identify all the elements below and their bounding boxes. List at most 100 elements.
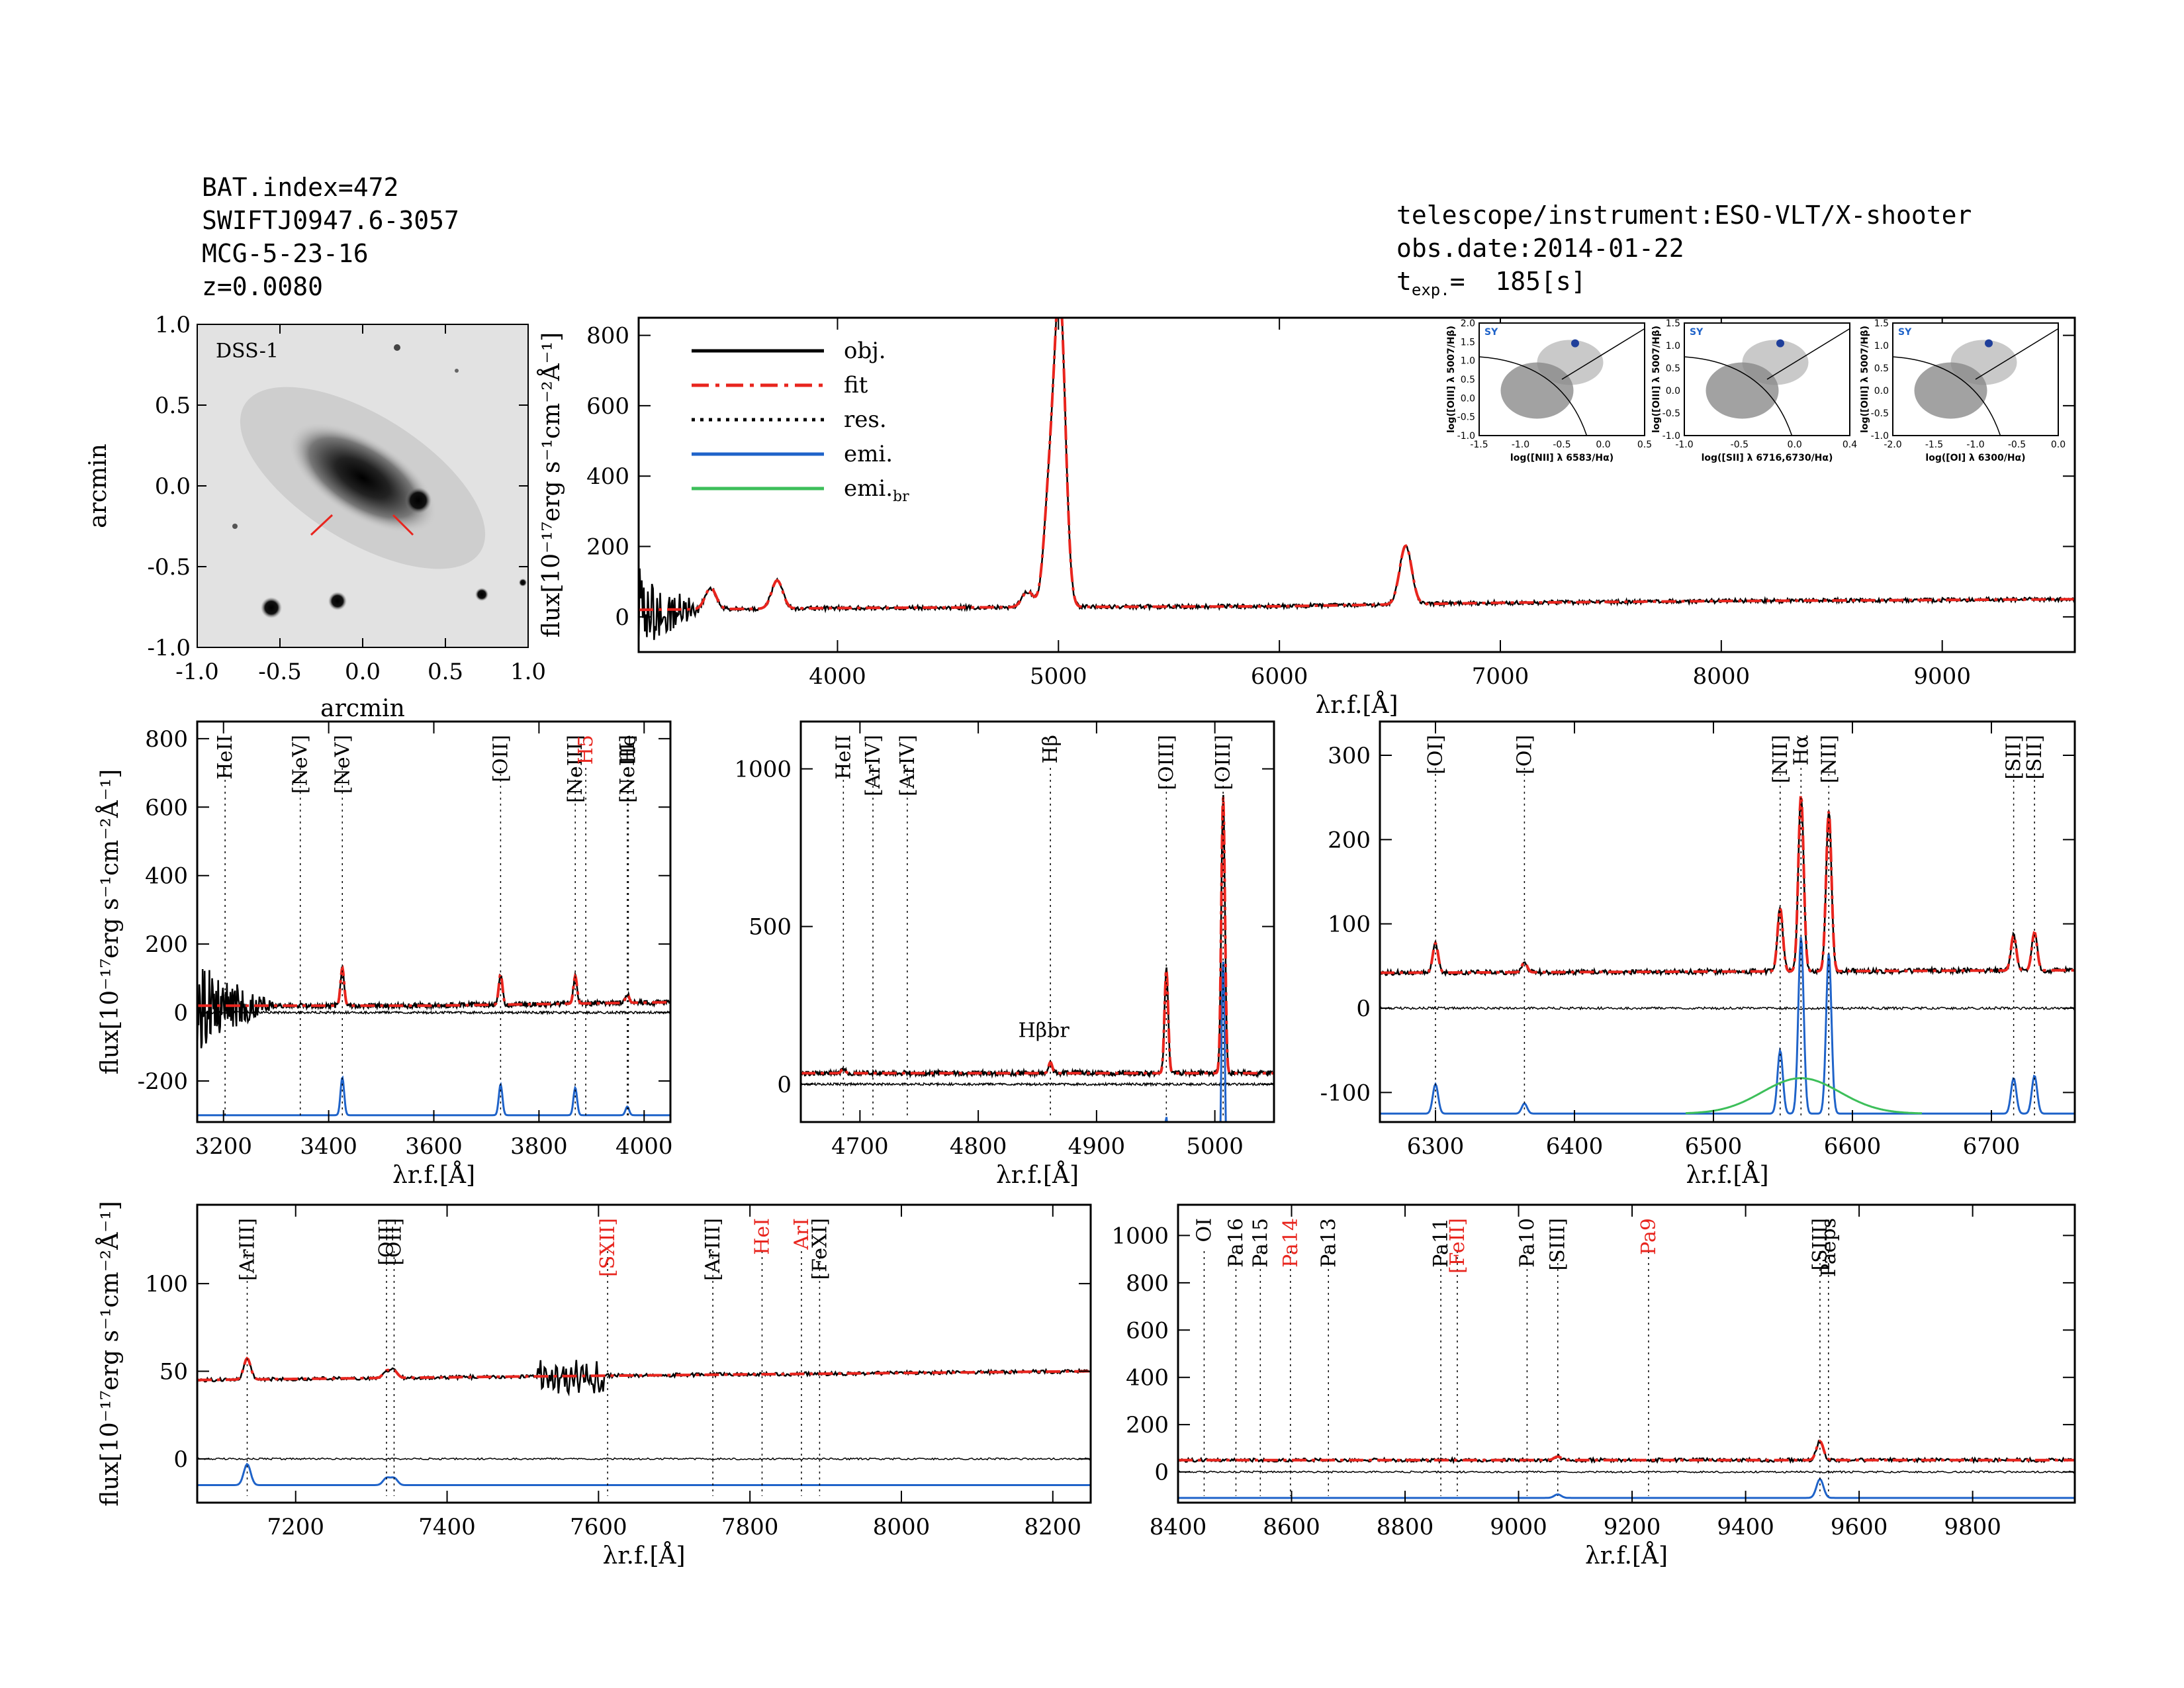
line-label: [SXII] [596, 1218, 619, 1277]
line-label: OI [1193, 1218, 1216, 1242]
xaxis-label: λr.f.[Å] [602, 1542, 685, 1570]
line-label: [NeIII] [564, 735, 587, 803]
bpt-xtick: -1.5 [1470, 440, 1488, 450]
ytick-label: -100 [1320, 1080, 1371, 1106]
ytick-label: 600 [586, 393, 629, 420]
bpt-ytick: 1.0 [1461, 356, 1475, 367]
xtick-label: 7800 [721, 1514, 779, 1540]
xtick-label: 7400 [418, 1514, 476, 1540]
line-label: [NeIII] [616, 735, 639, 803]
bpt-class-tag: SY [1690, 327, 1704, 338]
observation-info: telescope/instrument:ESO-VLT/X-shooter ob… [1396, 199, 1972, 306]
bpt-ylabel: log([OIII] λ 5007/Hβ) [1446, 326, 1457, 433]
legend-emi-br: emi.br [844, 475, 909, 505]
xtick-label: 9200 [1604, 1514, 1661, 1540]
emission-series [197, 1462, 1091, 1486]
ytick-label: 0 [173, 1000, 188, 1027]
image-xlabel: arcmin [320, 695, 405, 722]
legend-emi: emi. [844, 441, 893, 467]
line-label: Pa9 [1637, 1218, 1661, 1255]
residual-series [1380, 1006, 2075, 1011]
xtick-label: 6300 [1407, 1133, 1465, 1160]
image-ytick-label: -1.0 [147, 635, 191, 661]
xtick-label: 7600 [570, 1514, 627, 1540]
xtick-label: 9800 [1944, 1514, 2001, 1540]
plot-frame [637, 316, 2076, 653]
line-label: [SII] [2003, 735, 2026, 780]
xtick-label: 9400 [1717, 1514, 1774, 1540]
bpt-ytick: 0.5 [1461, 375, 1475, 385]
zoom-panel-uv: 3200 3400 3600 3800 4000 -200 0 200 400 600 800 HeI… [96, 720, 673, 1189]
image-xtick-label: 0.5 [428, 659, 463, 685]
dss-label: DSS-1 [216, 340, 279, 363]
swift-name: SWIFTJ0947.6-3057 [202, 206, 459, 235]
telescope-instrument: telescope/instrument:ESO-VLT/X-shooter [1396, 201, 1972, 230]
bpt-diagram: SY -2.0 -1.5 -1.0 -0.5 0.0 -1.0 -0.5 0.0 0.5 1.0 1.… [1860, 318, 2066, 463]
obs-date: obs.date:2014-01-22 [1396, 234, 1684, 263]
xaxis-label: λr.f.[Å] [1315, 691, 1398, 719]
line-label: H5 [574, 735, 598, 765]
xtick-label: 5000 [1186, 1133, 1244, 1160]
crosshair-marker [310, 514, 334, 536]
residual-series [197, 1457, 1091, 1461]
ytick-label: 800 [586, 323, 629, 350]
observed-series [197, 1356, 1091, 1397]
ytick-label: 0 [1154, 1460, 1169, 1486]
exposure-time: texp.= 185[s] [1396, 267, 1586, 299]
residual-series [1178, 1470, 2075, 1474]
bpt-source-point [1776, 339, 1784, 348]
xaxis-label: λr.f.[Å] [1585, 1542, 1668, 1570]
ytick-label: 600 [145, 794, 188, 821]
ytick-label: 800 [145, 726, 188, 753]
galaxy-image [287, 421, 439, 535]
xaxis-label: λr.f.[Å] [1686, 1161, 1768, 1189]
ytick-label: 0 [615, 604, 629, 631]
bpt-source-point [1985, 339, 1993, 348]
bpt-ytick: 2.0 [1461, 318, 1475, 329]
image-xtick-label: 0.0 [345, 659, 381, 685]
emission-series [1380, 937, 2075, 1115]
xtick-label: 4000 [615, 1133, 673, 1160]
bpt-xtick: -2.0 [1884, 440, 1901, 450]
plot-frame [196, 1203, 1092, 1504]
line-label: Pa15 [1249, 1218, 1272, 1268]
legend: obj. fit res. emi. emi.br [692, 338, 909, 505]
xtick-label: 4000 [809, 663, 866, 690]
image-ytick-label: 0.0 [155, 473, 191, 500]
ytick-label: 1000 [1111, 1223, 1169, 1249]
ytick-label: 200 [145, 931, 188, 958]
bpt-xtick: 0.0 [2051, 440, 2066, 450]
xtick-label: 8200 [1024, 1514, 1082, 1540]
ytick-label: -200 [138, 1068, 188, 1095]
line-label: [NII] [1817, 735, 1841, 783]
ytick-label: 200 [1328, 827, 1371, 853]
xtick-label: 4900 [1068, 1133, 1126, 1160]
xtick-label: 3800 [510, 1133, 568, 1160]
bpt-ytick: -1.0 [1871, 431, 1889, 442]
xtick-label: 7200 [267, 1514, 324, 1540]
fit-series [1380, 794, 2075, 974]
plot-frame [799, 720, 1275, 1123]
fit-series [639, 318, 2075, 612]
line-label: Pa10 [1516, 1218, 1539, 1268]
line-label: [FeII] [1446, 1218, 1469, 1274]
xtick-label: 3200 [195, 1133, 252, 1160]
bpt-ytick: -0.5 [1662, 408, 1680, 419]
line-label: [NeV] [331, 735, 354, 794]
bpt-xtick: 0.4 [1843, 440, 1857, 450]
ytick-label: 100 [145, 1271, 188, 1297]
bpt-ytick: 1.0 [1666, 341, 1680, 352]
bpt-ylabel: log([OIII] λ 5007/Hβ) [1651, 326, 1662, 433]
fit-series [1178, 1439, 2075, 1462]
counterpart-name: MCG-5-23-16 [202, 239, 369, 268]
xtick-label: 3400 [300, 1133, 357, 1160]
legend-res: res. [844, 406, 887, 433]
line-label: Pa13 [1317, 1218, 1340, 1268]
bpt-xtick: -0.5 [1731, 440, 1749, 450]
full-spectrum-panel: 4000 5000 6000 7000 8000 9000 0 200 400 600 800 λr.… [537, 316, 2076, 719]
fit-series [197, 1356, 1091, 1382]
xtick-label: 8000 [1693, 663, 1751, 690]
broad-emission-series [1686, 1077, 1922, 1115]
bpt-ytick: -0.5 [1457, 412, 1475, 423]
bpt-xtick: 0.0 [1788, 440, 1802, 450]
